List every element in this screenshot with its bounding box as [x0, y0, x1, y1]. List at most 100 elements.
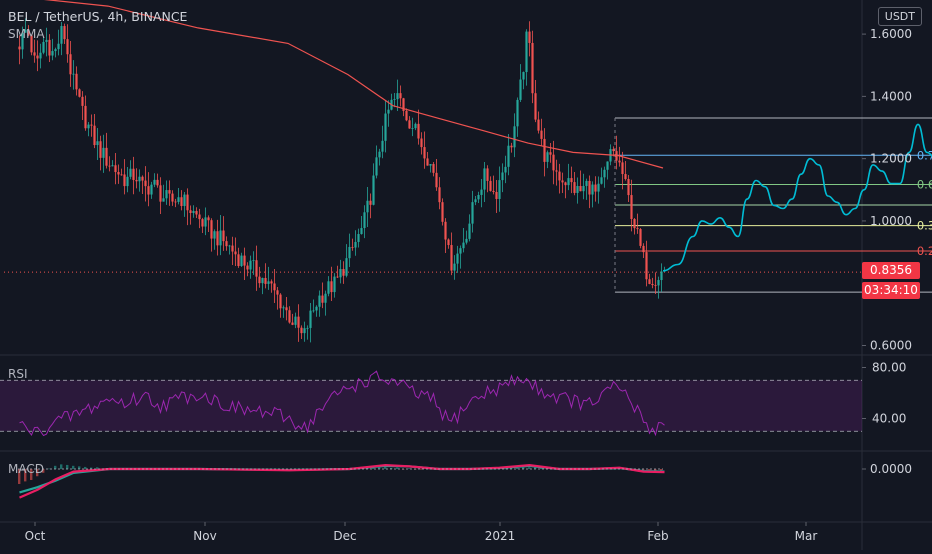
- candle-body: [228, 245, 231, 247]
- x-tick-label: Feb: [647, 529, 668, 543]
- candle-body: [399, 93, 402, 99]
- currency-button[interactable]: USDT: [877, 7, 922, 26]
- candle-body: [570, 178, 573, 183]
- candle-body: [654, 285, 657, 286]
- candle-body: [288, 310, 291, 323]
- candle-body: [411, 128, 414, 129]
- candle-body: [651, 283, 654, 286]
- candle-body: [84, 105, 87, 129]
- fib-retracement[interactable]: 1(1.3304)0.786(1.2108)0.618(1.1169)0.5(1…: [614, 111, 932, 299]
- candle-body: [69, 54, 72, 75]
- macd-histogram-bar: [24, 469, 27, 482]
- macd-histogram-bar: [384, 466, 387, 469]
- candle-body: [192, 210, 195, 214]
- candle-body: [453, 263, 456, 271]
- candle-body: [120, 174, 123, 176]
- candle-body: [363, 212, 366, 229]
- candle-body: [285, 307, 288, 311]
- smma-label[interactable]: SMMA: [8, 27, 45, 41]
- candle-body: [213, 231, 216, 239]
- macd-histogram-bar: [96, 467, 99, 469]
- candle-body: [522, 72, 525, 80]
- candle-body: [492, 190, 495, 192]
- candle-body: [48, 39, 51, 56]
- candle-body: [546, 152, 549, 162]
- fib-level-label: 0.382(0.9851): [917, 219, 932, 233]
- macd-histogram-bar: [504, 468, 507, 470]
- candle-body: [504, 166, 507, 173]
- candle-body: [384, 113, 387, 141]
- candle-body: [258, 276, 261, 284]
- candle-body: [201, 219, 204, 227]
- candle-body: [270, 281, 273, 284]
- macd-histogram-bar: [534, 466, 537, 469]
- candle-body: [168, 190, 171, 194]
- candle-body: [450, 245, 453, 271]
- candle-body: [396, 93, 399, 100]
- candle-body: [456, 253, 459, 264]
- rsi-band-fill: [0, 380, 862, 432]
- macd-histogram-bar: [72, 465, 75, 469]
- candle-body: [237, 254, 240, 267]
- candle-body: [339, 269, 342, 278]
- candle-body: [606, 161, 609, 170]
- candle-body: [501, 172, 504, 181]
- macd-histogram-bar: [48, 468, 51, 470]
- candle-body: [645, 252, 648, 280]
- macd-histogram-bar: [390, 467, 393, 469]
- candle-body: [558, 171, 561, 181]
- rsi-series-line: [19, 370, 665, 437]
- candle-body: [468, 223, 471, 239]
- candle-body: [276, 290, 279, 295]
- candle-body: [87, 124, 90, 129]
- candle-body: [483, 168, 486, 190]
- candle-body: [612, 149, 615, 152]
- candle-body: [51, 51, 54, 56]
- candle-body: [639, 229, 642, 246]
- candle-body: [417, 123, 420, 139]
- macd-panel: [18, 463, 665, 499]
- candle-body: [486, 168, 489, 181]
- y-tick-label: 1.4000: [870, 89, 912, 103]
- macd-histogram-bar: [516, 466, 519, 469]
- candle-body: [75, 73, 78, 90]
- candle-body: [306, 327, 309, 329]
- candle-body: [600, 177, 603, 184]
- candle-body: [474, 199, 477, 203]
- candle-timer-tag: 03:34:10: [862, 282, 920, 299]
- candle-body: [459, 248, 462, 254]
- candle-body: [243, 255, 246, 266]
- candle-body: [210, 220, 213, 239]
- candle-body: [156, 179, 159, 186]
- candle-body: [45, 39, 48, 42]
- macd-histogram-bar: [66, 464, 69, 469]
- candle-body: [150, 184, 153, 195]
- candle-body: [114, 165, 117, 173]
- macd-label[interactable]: MACD: [8, 462, 44, 476]
- candle-body: [105, 147, 108, 166]
- x-tick-label: Oct: [25, 529, 46, 543]
- macd-histogram-bar: [84, 466, 87, 469]
- candle-body: [204, 217, 207, 227]
- candle-body: [195, 210, 198, 215]
- candle-body: [537, 119, 540, 131]
- macd-series-line: [19, 463, 665, 499]
- fib-level-label: 0.618(1.1169): [917, 178, 932, 192]
- candle-body: [495, 191, 498, 199]
- candle-body: [444, 221, 447, 240]
- candle-body: [555, 170, 558, 172]
- candle-body: [420, 138, 423, 148]
- candle-body: [141, 176, 144, 181]
- rsi-label[interactable]: RSI: [8, 367, 28, 381]
- last-price-tag: 0.8356: [862, 262, 920, 279]
- candle-body: [273, 283, 276, 291]
- candle-body: [477, 194, 480, 200]
- candle-body: [27, 29, 30, 36]
- candle-body: [576, 186, 579, 193]
- candle-body: [144, 180, 147, 187]
- candle-body: [498, 180, 501, 199]
- candle-body: [465, 238, 468, 243]
- candle-body: [318, 295, 321, 307]
- candle-body: [216, 231, 219, 246]
